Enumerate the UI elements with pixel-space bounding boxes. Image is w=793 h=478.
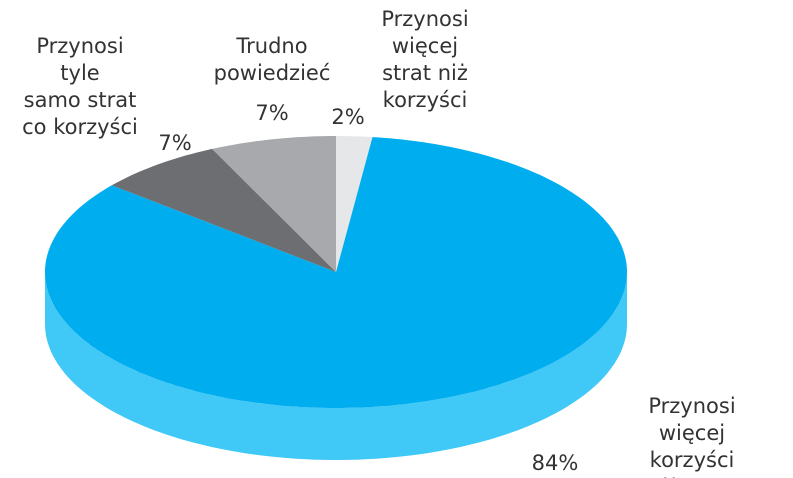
slice-label: Przynosi więcej korzyści niż strat: [648, 394, 736, 478]
slice-label: Przynosi więcej strat niż korzyści: [381, 7, 469, 112]
slice: [212, 136, 336, 272]
value-label: 84%: [531, 451, 579, 475]
slice: [336, 136, 373, 272]
value-label: 2%: [331, 105, 365, 129]
slice-label: Trudno powiedzieć: [213, 34, 331, 85]
slice: [111, 148, 336, 272]
value-label: 7%: [158, 131, 192, 155]
slice: [45, 137, 627, 408]
value-label: 7%: [255, 101, 289, 125]
slice-label: Przynosi tyle samo strat co korzyści: [22, 34, 138, 139]
slice-side: [45, 272, 627, 460]
